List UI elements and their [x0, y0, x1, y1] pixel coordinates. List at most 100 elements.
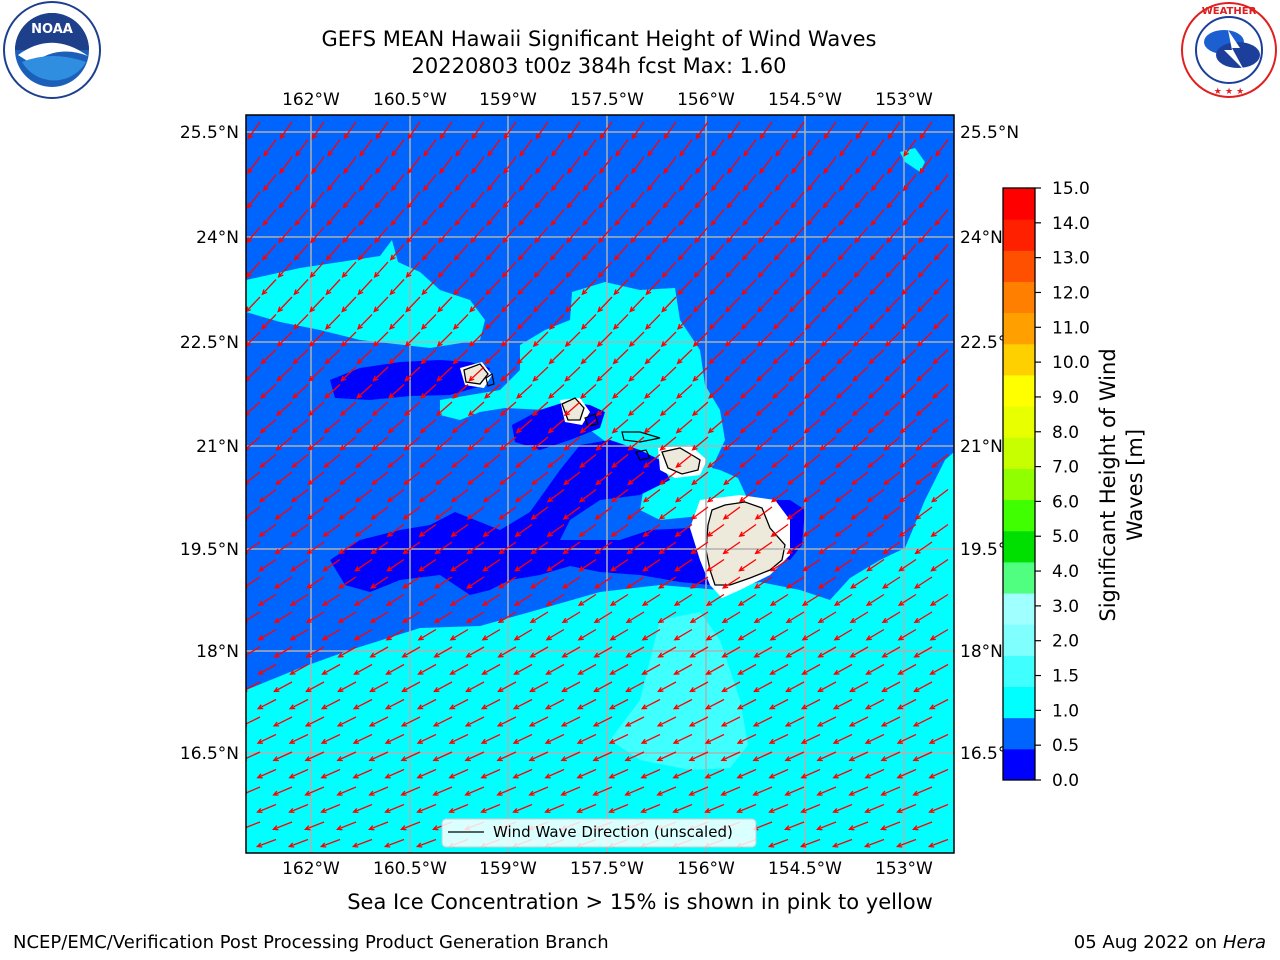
colorbar-swatch [1003, 717, 1035, 750]
wind-wave-arrow [819, 436, 837, 451]
wind-wave-arrow [915, 401, 933, 417]
wind-wave-arrow [626, 506, 645, 520]
wind-wave-arrow [880, 821, 901, 831]
wind-wave-arrow [769, 593, 789, 607]
wind-wave-arrow [289, 663, 309, 675]
colorbar [1003, 188, 1035, 781]
wind-wave-arrow [658, 506, 677, 520]
colorbar-label-line1: Significant Height of Wind [1096, 348, 1120, 621]
wind-wave-arrow [912, 821, 933, 831]
wind-wave-arrow [450, 488, 469, 503]
wind-wave-arrow [469, 261, 485, 279]
wind-wave-arrow [721, 576, 741, 589]
wind-wave-arrow [257, 663, 277, 675]
wind-wave-arrow [354, 558, 373, 572]
wind-wave-arrow [692, 366, 709, 382]
wind-wave-arrow [871, 139, 885, 157]
wind-wave-arrow [293, 244, 309, 261]
wind-wave-arrow [336, 716, 357, 727]
wind-wave-arrow [486, 209, 501, 227]
wind-wave-arrow [454, 209, 469, 227]
wind-wave-arrow [769, 628, 789, 641]
wind-wave-arrow [722, 506, 741, 520]
wind-wave-arrow [535, 156, 549, 175]
wind-wave-arrow [624, 786, 645, 796]
wind-wave-arrow [931, 419, 949, 434]
wind-wave-arrow [448, 803, 469, 814]
wind-wave-arrow [257, 628, 277, 641]
wind-wave-arrow [448, 733, 469, 744]
wind-wave-arrow [369, 646, 389, 658]
wind-wave-arrow [657, 576, 677, 589]
wind-wave-arrow [928, 733, 949, 744]
wind-wave-arrow [800, 803, 821, 814]
wind-wave-arrow [849, 646, 869, 658]
wind-wave-arrow [628, 331, 645, 348]
wind-wave-arrow [788, 331, 805, 348]
colorbar-swatch [1003, 624, 1035, 656]
colorbar-swatch [1003, 374, 1035, 407]
wind-wave-arrow [720, 716, 741, 727]
wind-wave-arrow [868, 384, 885, 399]
wind-wave-arrow [577, 628, 597, 641]
wind-wave-arrow [885, 261, 901, 279]
wind-wave-arrow [580, 349, 597, 365]
wind-wave-arrow [801, 593, 821, 607]
colorbar-tick-label: 15.0 [1052, 179, 1090, 199]
wind-wave-arrow [802, 488, 821, 503]
wind-wave-arrow [640, 698, 661, 710]
wind-wave-arrow [707, 419, 725, 434]
wind-wave-arrow [388, 314, 405, 330]
date-stamp: 05 Aug 2022 on Hera [1074, 932, 1266, 953]
wind-wave-arrow [624, 751, 645, 762]
island-lanai [635, 449, 651, 461]
wind-wave-arrow [593, 681, 613, 693]
wind-wave-arrow [863, 838, 885, 848]
colorbar-label-line2: Waves [m] [1123, 429, 1147, 541]
wind-wave-arrow [497, 611, 517, 624]
wind-wave-arrow [306, 506, 325, 520]
wind-wave-arrow [320, 803, 341, 814]
wind-wave-arrow [753, 681, 773, 693]
colorbar-swatch [1003, 343, 1035, 376]
wind-wave-arrow [247, 121, 261, 140]
host-name: Hera [1222, 932, 1266, 953]
wind-wave-arrow [770, 488, 789, 503]
wind-wave-arrow [790, 191, 805, 209]
wind-wave-arrow [838, 209, 853, 227]
wind-wave-arrow [561, 646, 581, 658]
wind-wave-arrow [560, 751, 581, 762]
wind-wave-arrow [688, 751, 709, 762]
wind-wave-arrow [385, 628, 405, 641]
wind-wave-arrow [418, 558, 437, 572]
wind-wave-arrow [389, 244, 405, 261]
wind-wave-arrow [416, 768, 437, 779]
wind-wave-arrow [308, 331, 325, 348]
wind-wave-arrow [279, 121, 293, 140]
wind-wave-arrow [759, 121, 773, 140]
wind-wave-arrow [562, 506, 581, 520]
wind-wave-arrow [625, 576, 645, 589]
credit-text: NCEP/EMC/Verification Post Processing Pr… [13, 932, 609, 953]
map-legend: Wind Wave Direction (unscaled) [441, 818, 757, 848]
wind-wave-arrow [550, 209, 565, 227]
wind-wave-arrow [582, 174, 597, 192]
wind-wave-arrow [368, 716, 389, 727]
wind-wave-arrow [615, 139, 629, 157]
wind-wave-arrow [529, 681, 549, 693]
wind-wave-arrow [259, 453, 277, 469]
wind-wave-arrow [913, 576, 933, 589]
wind-wave-arrow [660, 331, 677, 348]
wind-wave-arrow [294, 209, 309, 227]
wind-wave-arrow [791, 121, 805, 140]
wind-wave-arrow [578, 523, 597, 537]
wind-wave-arrow [292, 314, 309, 330]
wind-wave-arrow [741, 244, 757, 261]
wind-wave-arrow [319, 838, 341, 848]
wind-wave-arrow [342, 191, 357, 209]
wind-wave-arrow [866, 523, 885, 537]
wind-wave-arrow [690, 506, 709, 520]
wind-wave-arrow [641, 593, 661, 607]
wind-wave-arrow [391, 139, 405, 157]
wind-wave-arrow [593, 576, 613, 589]
